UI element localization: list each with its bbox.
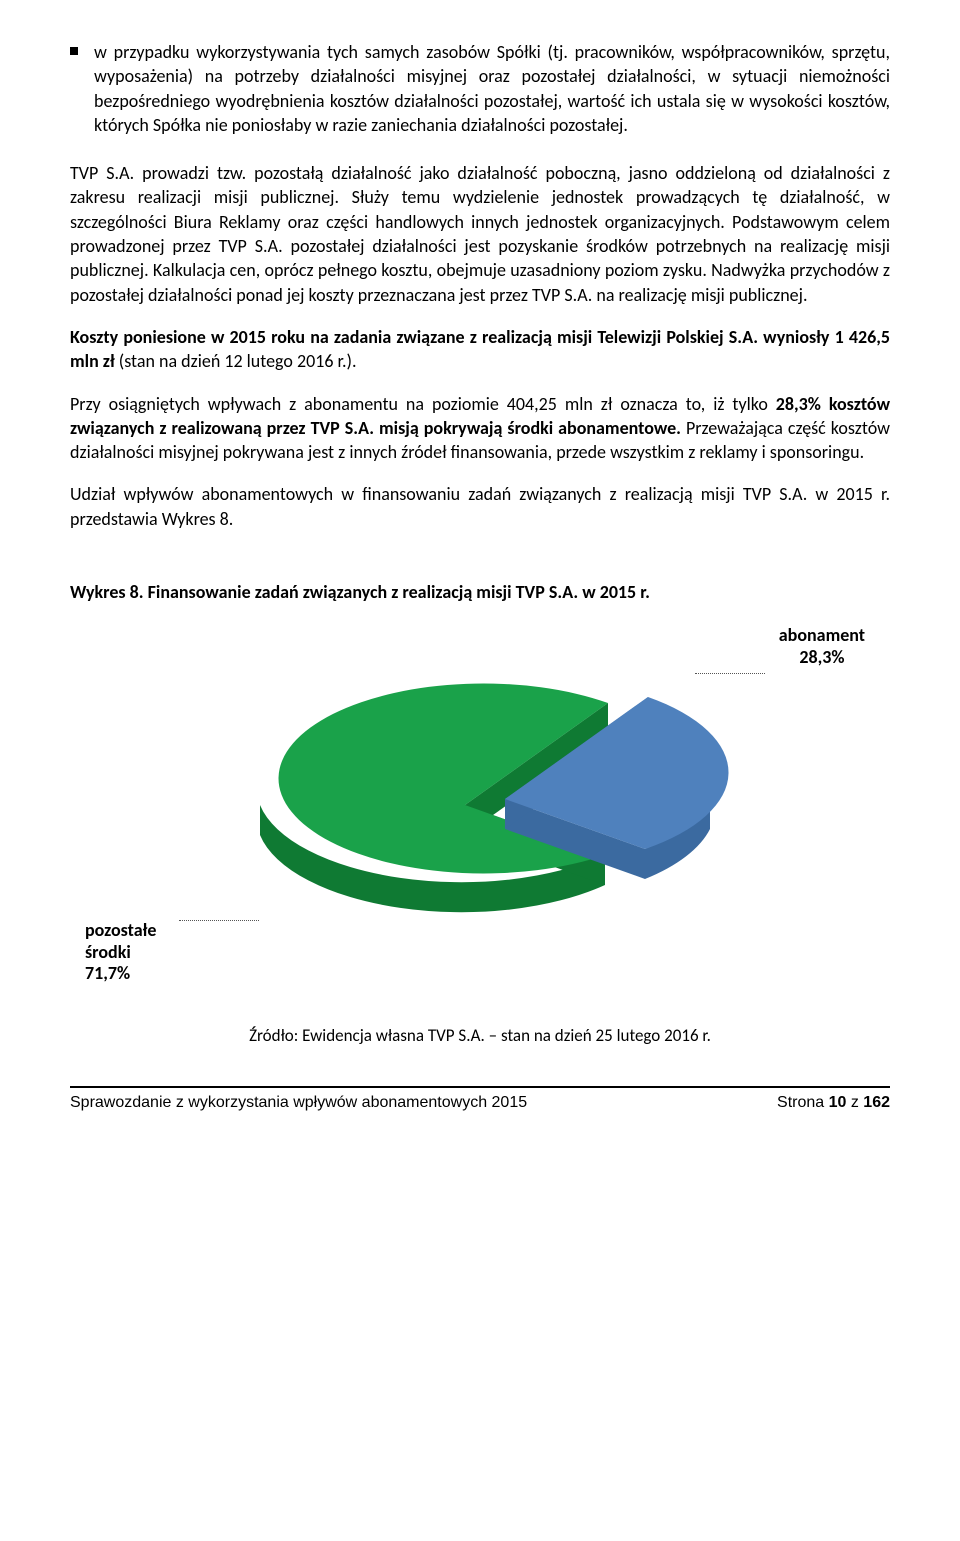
- page-footer: Sprawozdanie z wykorzystania wpływów abo…: [70, 1088, 890, 1112]
- pie-label-abonament-text: abonament: [779, 624, 865, 646]
- footer-page-current: 10: [829, 1094, 847, 1111]
- chart-title: Wykres 8. Finansowanie zadań związanych …: [70, 581, 890, 603]
- pie-label-pozostale-line1: pozostałe: [85, 919, 156, 941]
- pie-label-pozostale-line2: środki: [85, 941, 131, 963]
- pie-label-abonament: abonament 28,3%: [779, 625, 865, 668]
- page-container: w przypadku wykorzystywania tych samych …: [0, 0, 960, 1142]
- pie-label-pozostale-value: 71,7%: [85, 962, 130, 984]
- body-paragraph-3: Przy osiągniętych wpływach z abonamentu …: [70, 392, 890, 465]
- footer-page-total: 162: [863, 1094, 890, 1111]
- p3-a: Przy osiągniętych wpływach z abonamentu …: [70, 393, 776, 415]
- pie-label-abonament-value: 28,3%: [799, 646, 844, 668]
- footer-strona: Strona: [777, 1094, 829, 1111]
- body-paragraph-1: TVP S.A. prowadzi tzw. pozostałą działal…: [70, 161, 890, 307]
- pie-label-pozostale: pozostałe środki 71,7%: [85, 920, 156, 985]
- pie-chart-svg: [220, 625, 740, 955]
- bullet-list-item: w przypadku wykorzystywania tych samych …: [70, 40, 890, 137]
- leader-line-abonament: [695, 673, 765, 674]
- leader-line-pozostale: [179, 920, 259, 921]
- costs-date: (stan na dzień 12 lutego 2016 r.).: [119, 350, 357, 372]
- body-paragraph-2: Koszty poniesione w 2015 roku na zadania…: [70, 325, 890, 374]
- square-bullet-icon: [70, 47, 78, 55]
- footer-title: Sprawozdanie z wykorzystania wpływów abo…: [70, 1094, 527, 1112]
- footer-page-number: Strona 10 z 162: [777, 1094, 890, 1112]
- chart-source: Źródło: Ewidencja własna TVP S.A. – stan…: [70, 1025, 890, 1046]
- pie-chart: abonament 28,3% pozostałe środki 71,7%: [75, 625, 885, 995]
- footer-z: z: [846, 1094, 863, 1111]
- body-paragraph-4: Udział wpływów abonamentowych w finansow…: [70, 482, 890, 531]
- bullet-text: w przypadku wykorzystywania tych samych …: [94, 40, 890, 137]
